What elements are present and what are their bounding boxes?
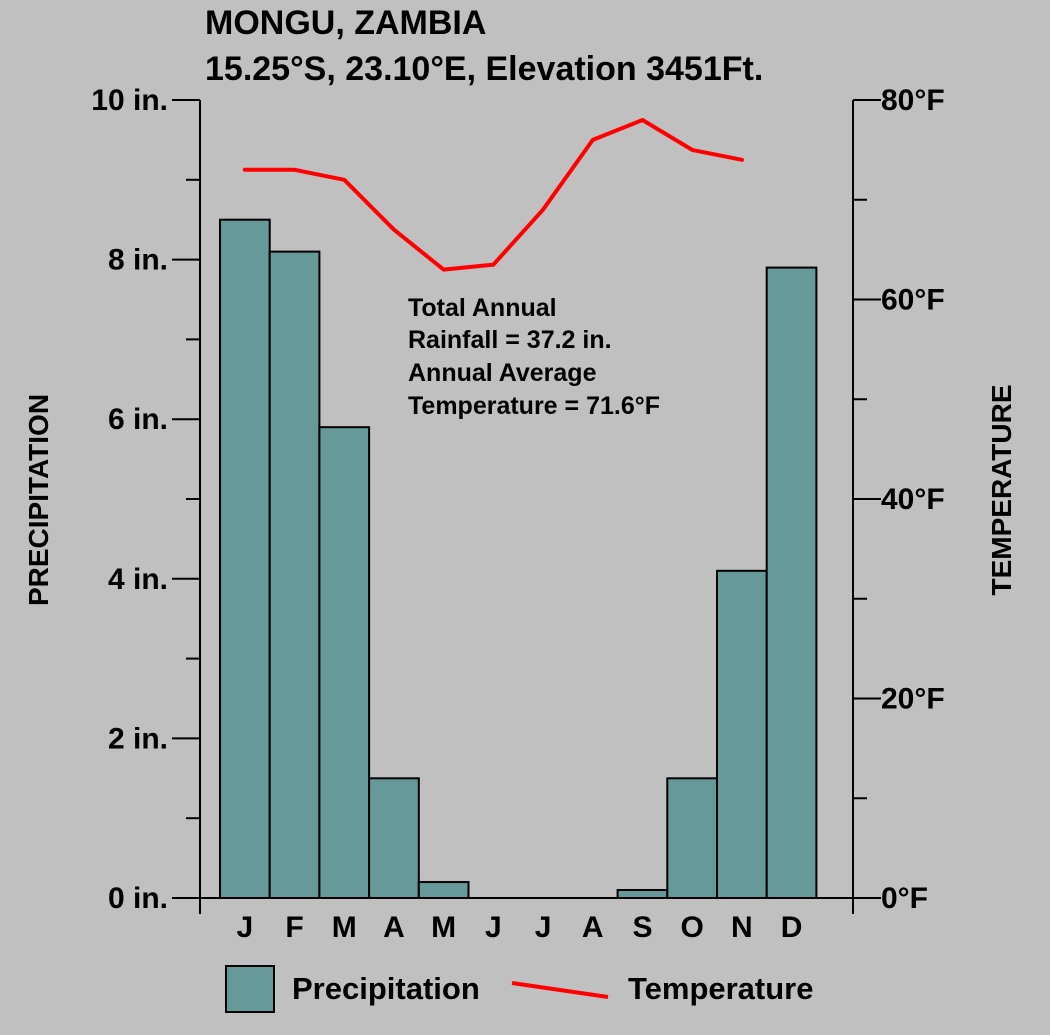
precipitation-bar <box>666 777 718 899</box>
legend-precipitation-label: Precipitation <box>292 971 480 1006</box>
legend-temperature-swatch <box>511 981 609 999</box>
right-axis-tick-label: 80°F <box>881 84 945 117</box>
chart-subtitle: 15.25°S, 23.10°E, Elevation 3451Ft. <box>205 50 763 88</box>
left-axis-tick-label: 8 in. <box>108 244 168 277</box>
temperature-line <box>242 118 744 272</box>
right-axis-tick-label: 60°F <box>881 284 945 317</box>
month-label: M <box>431 911 456 944</box>
legend-precipitation-swatch <box>225 965 275 1013</box>
month-label: D <box>781 911 803 944</box>
temperature-axis: 0°F 20°F 40°F 60°F 80°F <box>852 84 945 915</box>
temperature-line-group <box>242 118 744 272</box>
summary-annotation: Total Annual Rainfall = 37.2 in. Annual … <box>408 294 660 420</box>
left-axis-tick-label: 10 in. <box>91 84 168 117</box>
temperature-axis-title: TEMPERATURE <box>986 384 1017 595</box>
precipitation-bar <box>616 889 669 900</box>
right-axis-tick-label: 40°F <box>881 483 945 516</box>
precipitation-bar <box>716 569 768 899</box>
precipitation-axis: 0 in. 2 in. 4 in. 6 in. 8 in. 10 in. <box>91 84 201 915</box>
left-axis-tick-label: 4 in. <box>108 563 168 596</box>
chart-title: MONGU, ZAMBIA <box>205 4 486 42</box>
month-label: S <box>632 911 652 944</box>
legend-temperature-label: Temperature <box>628 971 814 1006</box>
precipitation-bar <box>417 881 470 899</box>
month-label: A <box>582 911 604 944</box>
annotation-line-3: Annual Average <box>408 359 597 387</box>
left-axis-tick-label: 2 in. <box>108 722 168 755</box>
annotation-line-4: Temperature = 71.6°F <box>408 392 660 420</box>
month-label: M <box>332 911 357 944</box>
month-label: A <box>383 911 405 944</box>
month-label: J <box>535 911 552 944</box>
annotation-line-2: Rainfall = 37.2 in. <box>408 326 612 354</box>
month-label: F <box>285 911 303 944</box>
right-axis-tick-label: 0°F <box>881 882 928 915</box>
left-axis-tick-label: 6 in. <box>108 403 168 436</box>
right-axis-tick-label: 20°F <box>881 683 945 716</box>
precipitation-bar <box>765 266 818 899</box>
annotation-line-1: Total Annual <box>408 294 557 322</box>
month-label: N <box>731 911 753 944</box>
precipitation-bar <box>368 777 420 899</box>
precipitation-bars <box>200 218 853 900</box>
left-axis-tick-label: 0 in. <box>108 882 168 915</box>
precipitation-bar <box>268 250 321 899</box>
legend: Precipitation Temperature <box>225 965 814 1013</box>
precipitation-bar <box>219 218 271 899</box>
month-label: J <box>237 911 254 944</box>
precipitation-axis-title: PRECIPITATION <box>23 394 54 606</box>
month-label: O <box>680 911 703 944</box>
month-label: J <box>485 911 502 944</box>
precipitation-bar <box>318 426 371 899</box>
